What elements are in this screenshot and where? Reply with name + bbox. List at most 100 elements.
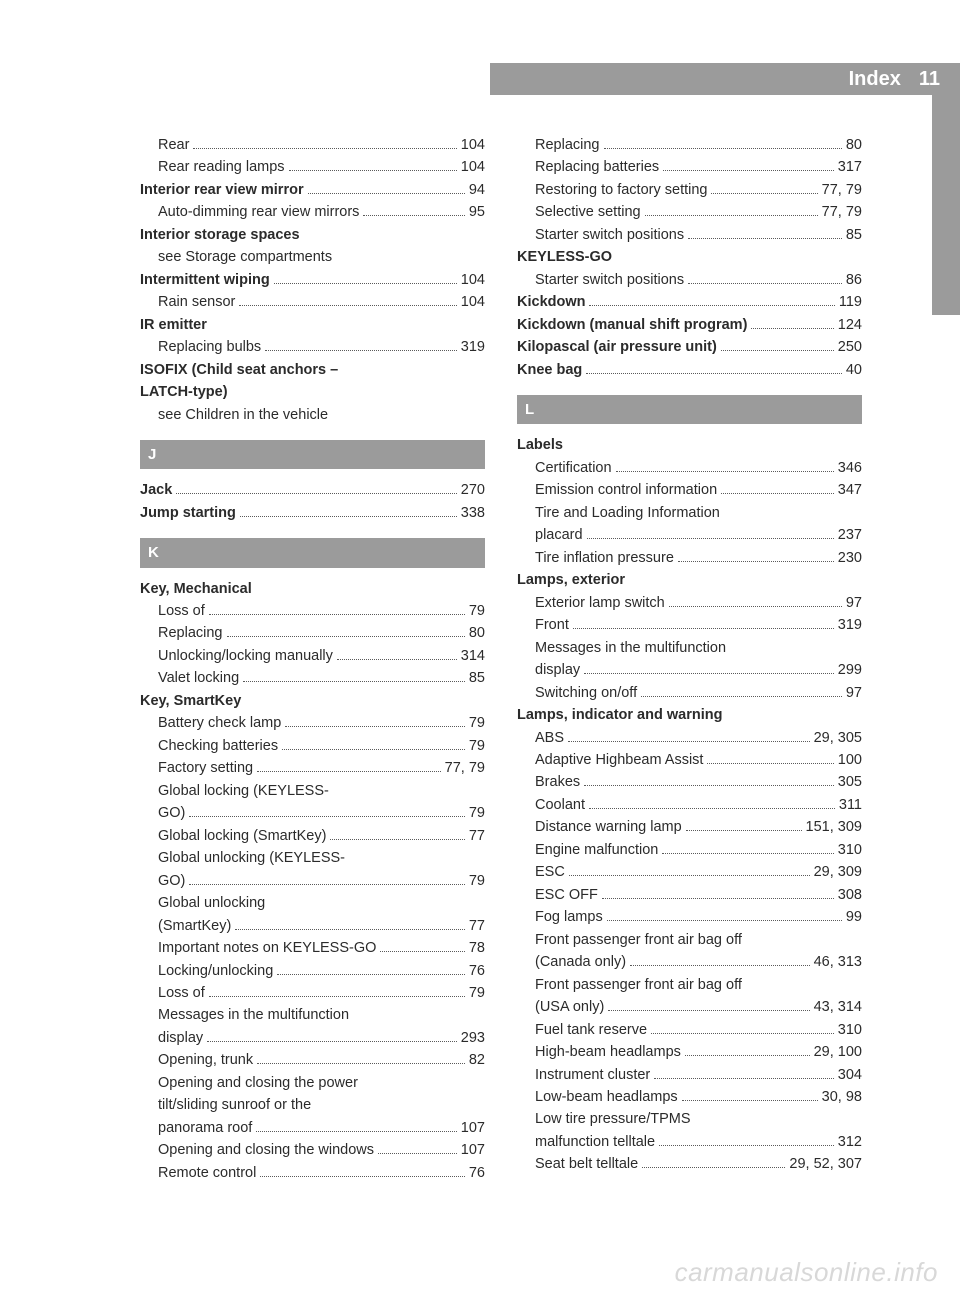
leader-dots	[654, 1065, 834, 1078]
index-entry: Engine malfunction310	[517, 839, 862, 861]
index-entry: Fuel tank reserve310	[517, 1019, 862, 1041]
index-entry: (USA only)43, 314	[517, 996, 862, 1018]
index-label: Rear	[158, 134, 189, 156]
index-label: ESC	[535, 861, 565, 883]
index-page: 107	[461, 1117, 485, 1139]
index-page: 104	[461, 134, 485, 156]
index-label: (Canada only)	[535, 951, 626, 973]
leader-dots	[584, 773, 834, 786]
index-entry: Starter switch positions85	[517, 224, 862, 246]
index-page: 107	[461, 1139, 485, 1161]
index-label: Replacing batteries	[535, 156, 659, 178]
index-entry: Factory setting77, 79	[140, 757, 485, 779]
index-entry: Loss of79	[140, 982, 485, 1004]
leader-dots	[257, 1051, 465, 1064]
index-entry: Opening and closing the windows107	[140, 1139, 485, 1161]
index-page: 29, 52, 307	[789, 1153, 862, 1175]
index-label: Locking/unlocking	[158, 960, 273, 982]
right-column: Replacing80Replacing batteries317Restori…	[517, 134, 862, 1184]
index-page: 100	[838, 749, 862, 771]
index-label: Front	[535, 614, 569, 636]
index-page: 319	[461, 336, 485, 358]
leader-dots	[711, 181, 817, 194]
index-label: see Children in the vehicle	[158, 404, 328, 426]
index-label: Intermittent wiping	[140, 269, 270, 291]
left-column: Rear104Rear reading lamps104Interior rea…	[140, 134, 485, 1184]
leader-dots	[662, 841, 833, 854]
leader-dots	[274, 271, 457, 284]
index-page: 299	[838, 659, 862, 681]
index-page: 86	[846, 269, 862, 291]
index-heading: LATCH-type)	[140, 381, 485, 403]
index-entry: Replacing80	[517, 134, 862, 156]
index-label: Certification	[535, 457, 612, 479]
index-label: Emission control information	[535, 479, 717, 501]
index-label: Interior rear view mirror	[140, 179, 304, 201]
index-label: Remote control	[158, 1162, 256, 1184]
index-entry: placard237	[517, 524, 862, 546]
leader-dots	[682, 1088, 818, 1101]
leader-dots	[277, 961, 465, 974]
index-label: Replacing	[158, 622, 223, 644]
index-label: Battery check lamp	[158, 712, 281, 734]
index-entry: Kickdown (manual shift program) 124	[517, 314, 862, 336]
index-page: 311	[839, 794, 862, 816]
index-page: 314	[461, 645, 485, 667]
index-page: 79	[469, 870, 485, 892]
leader-dots	[256, 1119, 456, 1132]
index-page: 151, 309	[806, 816, 862, 838]
index-label: Checking batteries	[158, 735, 278, 757]
index-entry: Knee bag40	[517, 359, 862, 381]
index-entry: GO)79	[140, 802, 485, 824]
index-entry: Switching on/off97	[517, 682, 862, 704]
index-label: Adaptive Highbeam Assist	[535, 749, 703, 771]
index-page: 317	[838, 156, 862, 178]
index-label: Tire inflation pressure	[535, 547, 674, 569]
leader-dots	[573, 616, 834, 629]
index-label: Starter switch positions	[535, 224, 684, 246]
leader-dots	[337, 647, 457, 660]
leader-dots	[260, 1164, 465, 1177]
index-entry: Front319	[517, 614, 862, 636]
index-page: 312	[838, 1131, 862, 1153]
index-label: malfunction telltale	[535, 1131, 655, 1153]
index-page: 95	[469, 201, 485, 223]
index-entry: Unlocking/locking manually314	[140, 645, 485, 667]
index-entry: Global locking (KEYLESS-	[140, 780, 485, 802]
index-page: 79	[469, 982, 485, 1004]
index-page: 76	[469, 960, 485, 982]
index-heading: Key, Mechanical	[140, 578, 485, 600]
index-entry: Global unlocking (KEYLESS-	[140, 847, 485, 869]
index-label: Messages in the multifunction	[535, 637, 726, 659]
leader-dots	[285, 714, 465, 727]
index-page: 82	[469, 1049, 485, 1071]
page-body: Rear104Rear reading lamps104Interior rea…	[0, 0, 960, 1224]
index-heading: Interior storage spaces	[140, 224, 485, 246]
index-entry: tilt/sliding sunroof or the	[140, 1094, 485, 1116]
index-label: Important notes on KEYLESS-GO	[158, 937, 376, 959]
index-heading: Labels	[517, 434, 862, 456]
index-label: (USA only)	[535, 996, 604, 1018]
index-label: Global locking (KEYLESS-	[158, 780, 329, 802]
index-label: Jack	[140, 479, 172, 501]
index-page: 29, 309	[814, 861, 862, 883]
section-letter: J	[140, 440, 485, 469]
index-label: Kickdown (manual shift program)	[517, 314, 747, 336]
index-entry: Exterior lamp switch97	[517, 592, 862, 614]
index-label: Auto-dimming rear view mirrors	[158, 201, 359, 223]
index-entry: Battery check lamp79	[140, 712, 485, 734]
index-label: Messages in the multifunction	[158, 1004, 349, 1026]
index-entry: see Children in the vehicle	[140, 404, 485, 426]
index-page: 338	[461, 502, 485, 524]
index-label: Low-beam headlamps	[535, 1086, 678, 1108]
leader-dots	[189, 872, 464, 885]
index-entry: Front passenger front air bag off	[517, 929, 862, 951]
leader-dots	[363, 203, 464, 216]
leader-dots	[209, 984, 465, 997]
index-label: Selective setting	[535, 201, 641, 223]
leader-dots	[685, 1043, 810, 1056]
index-page: 46, 313	[814, 951, 862, 973]
index-entry: Low-beam headlamps30, 98	[517, 1086, 862, 1108]
index-entry: Opening, trunk82	[140, 1049, 485, 1071]
index-page: 124	[838, 314, 862, 336]
